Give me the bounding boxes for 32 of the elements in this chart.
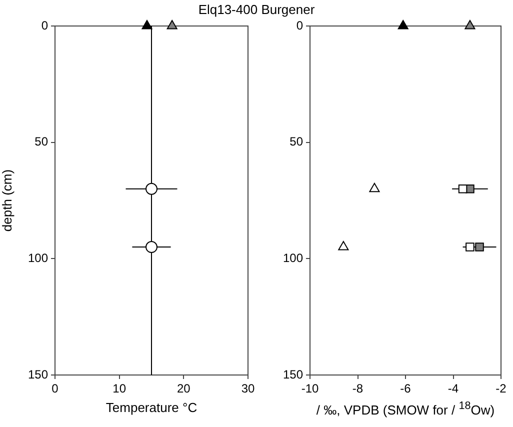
- y-tick-label: 50: [290, 134, 304, 149]
- point: [146, 241, 158, 254]
- point: [458, 184, 468, 194]
- x-axis-title: / ‰, VPDB (SMOW for / $^{18}$Ow): [315, 400, 496, 418]
- chart-title: Elq13-400 Burgener: [197, 2, 316, 17]
- point: [398, 20, 408, 30]
- point: [338, 241, 349, 250]
- y-tick-label: 100: [282, 250, 304, 265]
- x-tick-label: 10: [112, 382, 126, 396]
- point: [146, 182, 158, 195]
- point: [142, 20, 152, 30]
- point: [475, 242, 484, 252]
- y-tick-label: 50: [34, 134, 48, 149]
- y-axis-title: depth (cm): [0, 169, 14, 232]
- x-tick-label: -2: [496, 382, 507, 396]
- y-tick-label: 150: [282, 367, 304, 382]
- x-tick-label: -8: [352, 382, 364, 396]
- x-axis-title: Temperature °C: [104, 400, 198, 415]
- point: [464, 20, 476, 30]
- point: [466, 242, 474, 252]
- x-tick-label: -4: [448, 382, 459, 396]
- point: [369, 182, 380, 192]
- y-tick-label: 100: [28, 250, 48, 265]
- y-tick-label: 0: [41, 18, 48, 32]
- y-tick-label: 150: [28, 367, 48, 382]
- x-tick-label: -6: [400, 382, 412, 396]
- x-tick-label: 0: [52, 382, 59, 396]
- y-tick-label: 0: [296, 18, 304, 32]
- x-tick-label: 20: [176, 382, 191, 396]
- x-tick-label: 30: [241, 382, 255, 396]
- point: [166, 20, 178, 30]
- x-tick-label: -10: [301, 382, 319, 396]
